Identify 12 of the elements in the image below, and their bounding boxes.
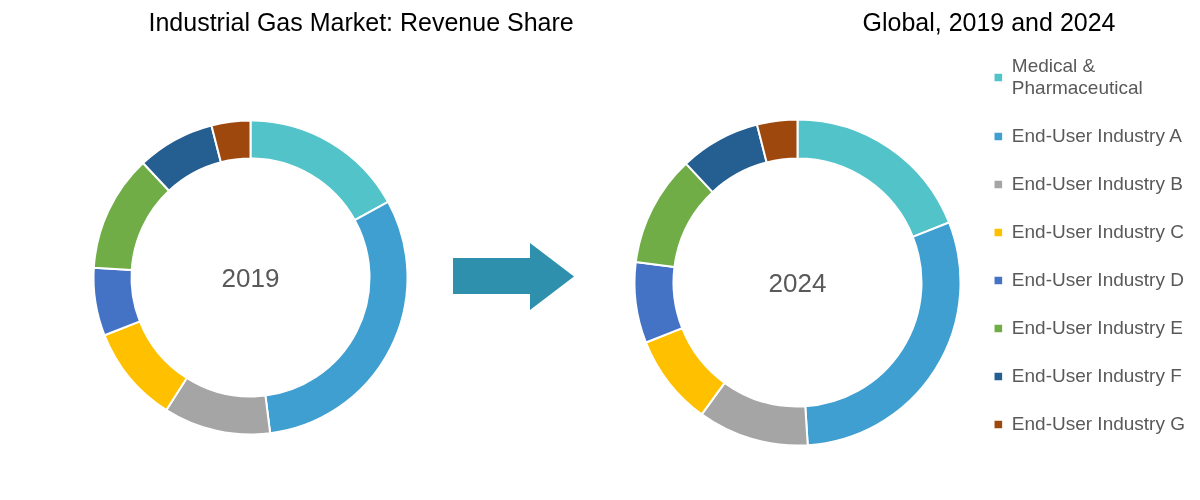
legend-label: End-User Industry E xyxy=(1011,317,1183,339)
text: 2024 xyxy=(768,267,827,298)
chart-title: Industrial Gas Market: Revenue Share xyxy=(148,7,574,36)
chart-title: Global, 2019 and 2024 xyxy=(862,7,1116,36)
legend-label: End-User Industry D xyxy=(1011,269,1184,291)
text: 2019 xyxy=(221,262,280,293)
legend-label: End-User Industry A xyxy=(1011,125,1182,147)
legend-label: Medical & Pharmaceutical xyxy=(1011,55,1143,99)
legend-label: End-User Industry G xyxy=(1011,413,1185,435)
legend-label: End-User Industry F xyxy=(1011,365,1182,387)
legend-label: End-User Industry B xyxy=(1011,173,1183,195)
legend-label: End-User Industry C xyxy=(1011,221,1184,243)
